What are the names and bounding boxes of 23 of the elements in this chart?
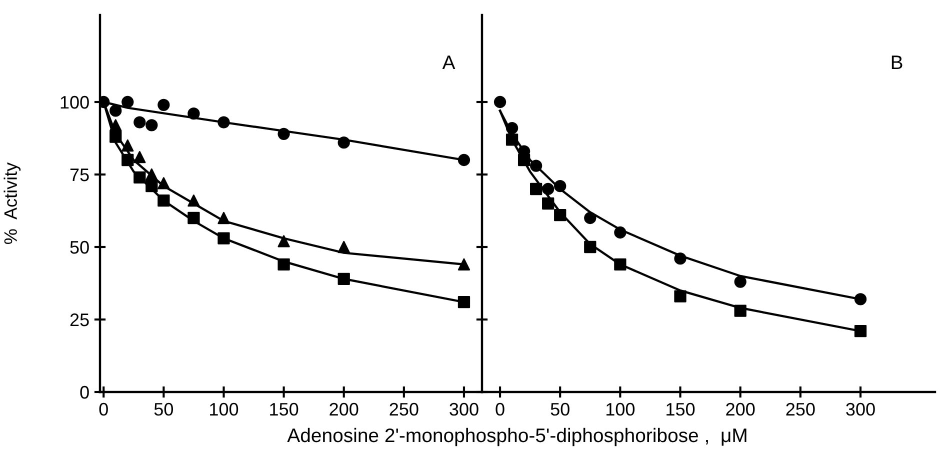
x-tick-label: 0 [496, 402, 504, 416]
x-tick-label: 100 [210, 402, 238, 416]
y-tick-label: 50 [70, 240, 89, 254]
annotation: B [892, 56, 902, 70]
x-tick-label: 100 [606, 402, 635, 416]
x-tick-label: 150 [270, 402, 298, 416]
y-tick-label: 25 [70, 313, 89, 326]
x-tick-label: 50 [154, 402, 174, 416]
x-axis-title: Adenosine 2'-monophospho-5'-diphosphoribose , μM [287, 428, 746, 446]
x-tick-label: 300 [846, 402, 875, 416]
x-tick-label: 200 [330, 402, 358, 416]
x-tick-label: 150 [666, 402, 695, 416]
y-axis-title: % Activity [4, 162, 21, 244]
x-tick-label: 300 [450, 402, 478, 416]
x-tick-label: 50 [550, 402, 570, 416]
x-tick-label: 250 [390, 402, 418, 416]
x-tick-label: 250 [786, 402, 815, 416]
x-tick-label: 0 [99, 402, 108, 416]
annotation: A [442, 56, 456, 70]
x-tick-label: 200 [726, 402, 755, 416]
y-tick-label: 75 [70, 168, 89, 182]
y-tick-label: 0 [80, 386, 89, 399]
y-tick-label: 100 [60, 96, 89, 109]
